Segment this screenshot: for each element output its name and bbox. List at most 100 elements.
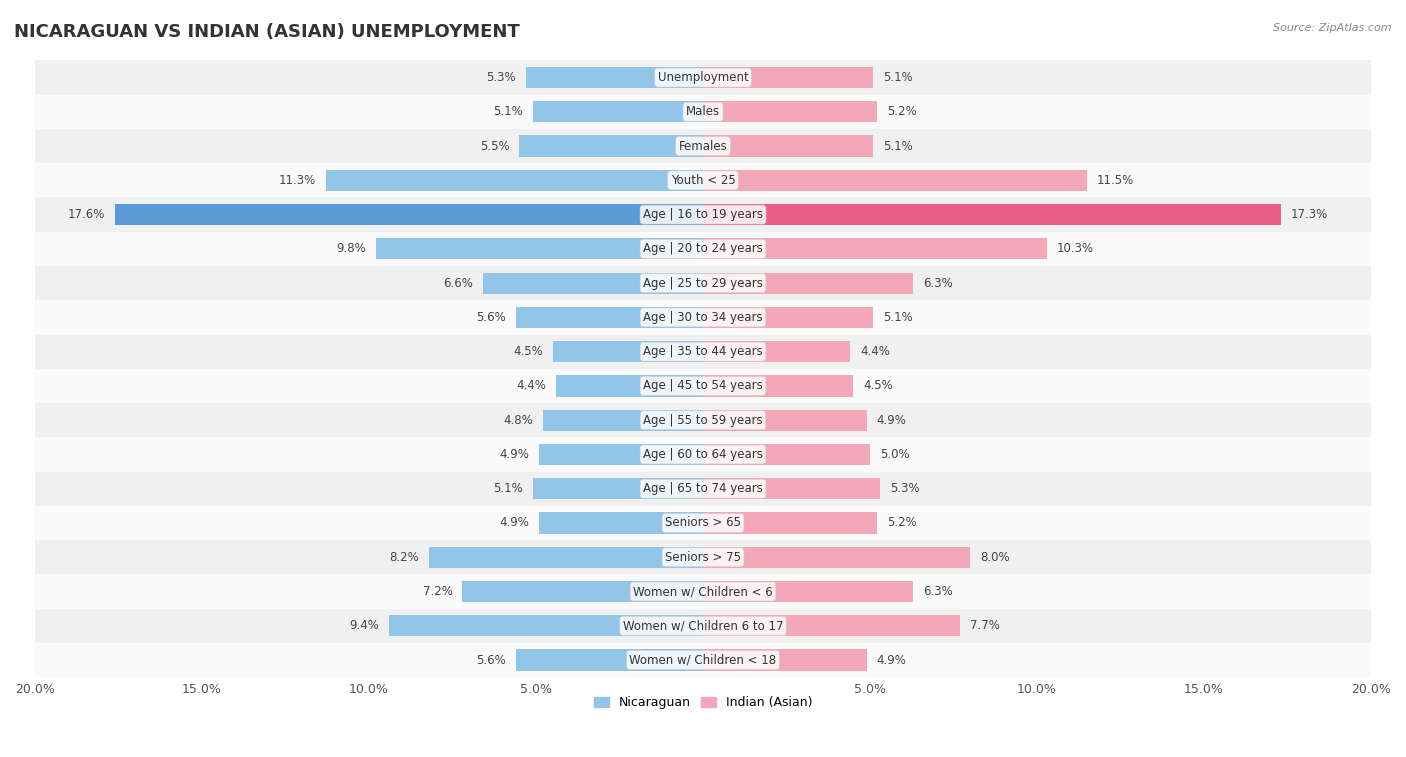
Text: 11.3%: 11.3% xyxy=(278,174,315,187)
Bar xyxy=(35,643,1371,678)
Bar xyxy=(703,444,870,465)
Text: 4.4%: 4.4% xyxy=(860,345,890,358)
Text: 5.1%: 5.1% xyxy=(494,105,523,118)
Text: 6.3%: 6.3% xyxy=(924,585,953,598)
Bar xyxy=(703,581,914,602)
Bar xyxy=(35,95,1371,129)
Text: 5.2%: 5.2% xyxy=(887,105,917,118)
Bar xyxy=(703,478,880,500)
Bar xyxy=(703,512,877,534)
Bar xyxy=(703,170,1087,191)
Text: 5.3%: 5.3% xyxy=(890,482,920,495)
Text: Women w/ Children < 6: Women w/ Children < 6 xyxy=(633,585,773,598)
Text: 11.5%: 11.5% xyxy=(1097,174,1135,187)
Text: 5.1%: 5.1% xyxy=(883,71,912,84)
Text: Males: Males xyxy=(686,105,720,118)
Text: 5.1%: 5.1% xyxy=(883,139,912,153)
Text: Females: Females xyxy=(679,139,727,153)
Bar xyxy=(703,341,851,363)
Bar xyxy=(553,341,703,363)
Bar xyxy=(703,204,1281,226)
Text: Youth < 25: Youth < 25 xyxy=(671,174,735,187)
Text: 4.9%: 4.9% xyxy=(499,448,529,461)
Text: 7.7%: 7.7% xyxy=(970,619,1000,632)
Text: 5.1%: 5.1% xyxy=(883,311,912,324)
Text: 6.3%: 6.3% xyxy=(924,276,953,290)
Bar xyxy=(35,164,1371,198)
Text: NICARAGUAN VS INDIAN (ASIAN) UNEMPLOYMENT: NICARAGUAN VS INDIAN (ASIAN) UNEMPLOYMEN… xyxy=(14,23,520,41)
Bar xyxy=(703,273,914,294)
Text: Women w/ Children 6 to 17: Women w/ Children 6 to 17 xyxy=(623,619,783,632)
Bar xyxy=(533,478,703,500)
Text: Source: ZipAtlas.com: Source: ZipAtlas.com xyxy=(1274,23,1392,33)
Text: 5.2%: 5.2% xyxy=(887,516,917,529)
Bar xyxy=(35,438,1371,472)
Bar xyxy=(543,410,703,431)
Text: 8.0%: 8.0% xyxy=(980,551,1010,564)
Bar xyxy=(35,335,1371,369)
Text: Age | 30 to 34 years: Age | 30 to 34 years xyxy=(643,311,763,324)
Bar xyxy=(115,204,703,226)
Bar xyxy=(35,472,1371,506)
Bar xyxy=(516,307,703,328)
Bar xyxy=(519,136,703,157)
Bar xyxy=(35,61,1371,95)
Bar xyxy=(35,575,1371,609)
Text: 4.5%: 4.5% xyxy=(513,345,543,358)
Text: 7.2%: 7.2% xyxy=(423,585,453,598)
Text: Age | 16 to 19 years: Age | 16 to 19 years xyxy=(643,208,763,221)
Bar xyxy=(533,101,703,123)
Bar xyxy=(463,581,703,602)
Text: 4.9%: 4.9% xyxy=(499,516,529,529)
Text: Age | 55 to 59 years: Age | 55 to 59 years xyxy=(643,413,763,427)
Text: 9.4%: 9.4% xyxy=(349,619,380,632)
Bar xyxy=(703,547,970,568)
Bar xyxy=(703,67,873,88)
Bar xyxy=(35,198,1371,232)
Bar xyxy=(703,238,1047,260)
Bar xyxy=(555,375,703,397)
Bar xyxy=(389,615,703,637)
Bar xyxy=(35,403,1371,438)
Bar xyxy=(516,650,703,671)
Bar xyxy=(429,547,703,568)
Text: 17.6%: 17.6% xyxy=(67,208,105,221)
Text: 6.6%: 6.6% xyxy=(443,276,472,290)
Text: Seniors > 65: Seniors > 65 xyxy=(665,516,741,529)
Bar xyxy=(375,238,703,260)
Bar xyxy=(703,615,960,637)
Bar xyxy=(35,129,1371,164)
Text: 5.0%: 5.0% xyxy=(880,448,910,461)
Bar xyxy=(482,273,703,294)
Bar xyxy=(326,170,703,191)
Text: 10.3%: 10.3% xyxy=(1057,242,1094,255)
Bar xyxy=(540,512,703,534)
Text: Age | 60 to 64 years: Age | 60 to 64 years xyxy=(643,448,763,461)
Text: Women w/ Children < 18: Women w/ Children < 18 xyxy=(630,653,776,666)
Text: 8.2%: 8.2% xyxy=(389,551,419,564)
Bar xyxy=(35,540,1371,575)
Text: 5.6%: 5.6% xyxy=(477,653,506,666)
Bar xyxy=(35,506,1371,540)
Text: 4.9%: 4.9% xyxy=(877,653,907,666)
Bar xyxy=(703,307,873,328)
Bar xyxy=(703,375,853,397)
Text: Age | 45 to 54 years: Age | 45 to 54 years xyxy=(643,379,763,392)
Text: 9.8%: 9.8% xyxy=(336,242,366,255)
Bar xyxy=(526,67,703,88)
Text: 5.1%: 5.1% xyxy=(494,482,523,495)
Bar xyxy=(35,232,1371,266)
Text: Age | 35 to 44 years: Age | 35 to 44 years xyxy=(643,345,763,358)
Text: 5.5%: 5.5% xyxy=(479,139,509,153)
Text: Seniors > 75: Seniors > 75 xyxy=(665,551,741,564)
Bar xyxy=(540,444,703,465)
Text: Age | 25 to 29 years: Age | 25 to 29 years xyxy=(643,276,763,290)
Text: 4.5%: 4.5% xyxy=(863,379,893,392)
Text: 5.6%: 5.6% xyxy=(477,311,506,324)
Text: 5.3%: 5.3% xyxy=(486,71,516,84)
Text: 17.3%: 17.3% xyxy=(1291,208,1329,221)
Text: Age | 65 to 74 years: Age | 65 to 74 years xyxy=(643,482,763,495)
Bar xyxy=(703,136,873,157)
Text: 4.8%: 4.8% xyxy=(503,413,533,427)
Bar xyxy=(35,369,1371,403)
